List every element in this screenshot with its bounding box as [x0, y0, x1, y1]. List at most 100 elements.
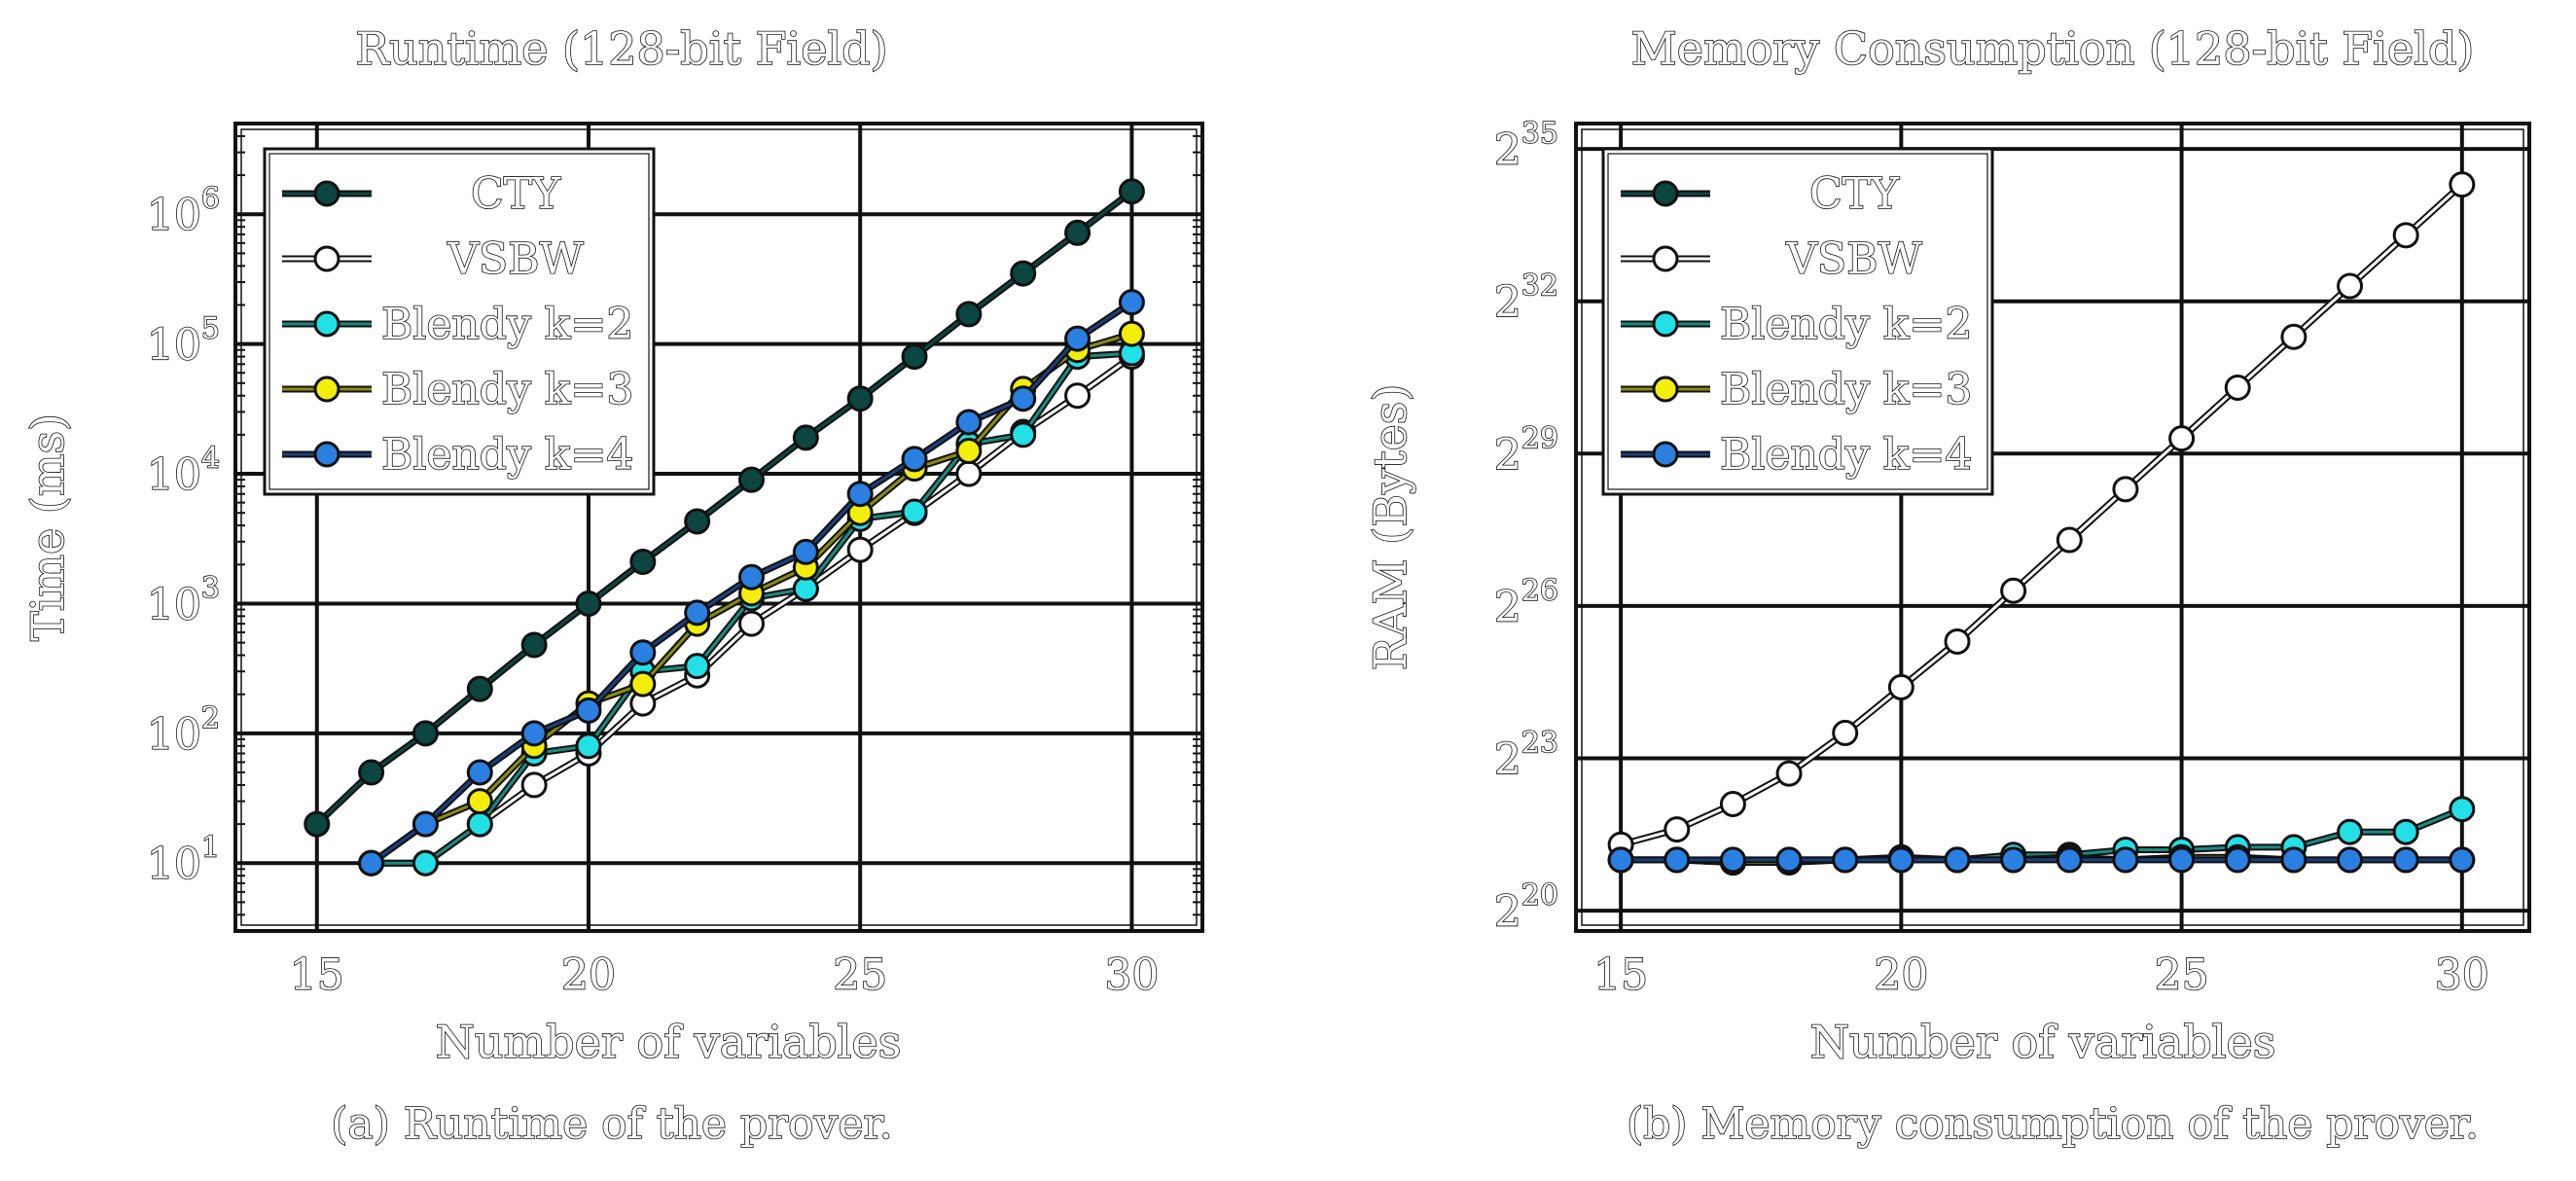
- data-point-cty: [846, 385, 874, 412]
- data-point-vsbw: [2337, 272, 2364, 300]
- chart-title: Memory Consumption (128-bit Field): [1631, 22, 2475, 75]
- data-point-blendy-k-3: [466, 788, 493, 815]
- tick-exponent: 5: [201, 312, 220, 346]
- x-axis-label: Number of variables: [436, 1016, 902, 1068]
- data-point-blendy-k-4: [575, 697, 602, 724]
- data-point-cty: [684, 508, 711, 535]
- data-point-blendy-k-4: [2056, 846, 2083, 874]
- figure-caption: (a) Runtime of the prover.: [331, 1099, 892, 1149]
- legend-label: VSBW: [447, 234, 584, 284]
- data-point-blendy-k-4: [901, 446, 928, 473]
- data-point-blendy-k-4: [1118, 289, 1145, 316]
- data-point-blendy-k-4: [1719, 846, 1746, 874]
- axes-frame-inner: [240, 128, 1198, 926]
- legend-label: Blendy k=4: [381, 430, 633, 480]
- data-point-cty: [520, 631, 548, 659]
- y-axis-label: Time (ms): [21, 413, 74, 641]
- legend-label: Blendy k=2: [381, 300, 633, 349]
- y-tick-label-20: 220: [1494, 878, 1558, 937]
- x-tick-label-20: 20: [561, 950, 616, 1000]
- legend-marker: [313, 310, 340, 338]
- y-tick-label-26: 226: [1494, 574, 1558, 632]
- y-tick-label-32: 232: [1494, 269, 1558, 328]
- data-point-vsbw: [2168, 425, 2196, 452]
- data-point-blendy-k-4: [1832, 846, 1859, 874]
- data-point-vsbw: [2280, 323, 2308, 350]
- tick-exponent: 35: [1521, 117, 1558, 151]
- data-point-blendy-k-4: [1887, 846, 1914, 874]
- x-tick-label-20: 20: [1874, 950, 1928, 1000]
- tick-exponent: 2: [201, 701, 220, 735]
- data-point-blendy-k-4: [629, 639, 657, 666]
- tick-exponent: 23: [1521, 727, 1558, 761]
- data-point-blendy-k-2: [901, 498, 928, 525]
- legend-item-blendy-k-4: Blendy k=4: [282, 429, 634, 481]
- series-line-cty: [315, 190, 1133, 826]
- x-tick-label-30: 30: [2435, 950, 2489, 1000]
- data-point-blendy-k-2: [575, 733, 602, 760]
- legend-item-blendy-k-2: Blendy k=2: [282, 299, 634, 350]
- tick-base: 10: [147, 840, 201, 889]
- tick-exponent: 29: [1521, 421, 1558, 455]
- data-point-blendy-k-3: [1118, 320, 1145, 347]
- data-point-cty: [411, 720, 439, 747]
- x-tick-label-30: 30: [1104, 950, 1159, 1000]
- series-cty: [304, 178, 1145, 838]
- x-axis-label: Number of variables: [1810, 1016, 2276, 1068]
- memory-chart: 15 20 25 30220223226229232235CTYVSBWBlendy …: [1363, 21, 2531, 1150]
- legend-label: Blendy k=3: [1720, 365, 1972, 414]
- legend-label: CTY: [471, 169, 561, 219]
- tick-exponent: 6: [201, 182, 220, 216]
- tick-base: 10: [147, 191, 201, 240]
- legend-item-cty: CTY: [282, 168, 562, 220]
- data-point-cty: [792, 424, 819, 451]
- y-tick-label-35: 235: [1494, 117, 1558, 175]
- tick-base: 2: [1494, 430, 1521, 480]
- data-point-cty: [575, 590, 602, 617]
- data-point-blendy-k-4: [1664, 846, 1691, 874]
- legend-marker: [1652, 310, 1679, 338]
- legend-item-blendy-k-4: Blendy k=4: [1621, 429, 1973, 481]
- data-point-blendy-k-4: [2449, 846, 2476, 874]
- data-point-blendy-k-2: [411, 849, 439, 877]
- data-point-vsbw: [2000, 577, 2027, 604]
- data-point-blendy-k-4: [2337, 846, 2364, 874]
- tick-base: 2: [1494, 125, 1521, 175]
- data-point-blendy-k-4: [846, 481, 874, 508]
- data-point-vsbw: [2112, 476, 2139, 503]
- data-point-blendy-k-4: [955, 409, 983, 436]
- data-point-vsbw: [1944, 627, 1971, 655]
- tick-exponent: 32: [1521, 269, 1558, 304]
- axes-frame: [233, 122, 1204, 933]
- legend-marker: [1652, 180, 1679, 207]
- tick-base: 2: [1494, 278, 1521, 328]
- data-point-blendy-k-2: [2449, 796, 2476, 823]
- legend-item-vsbw: VSBW: [282, 233, 585, 285]
- data-point-vsbw: [1832, 719, 1859, 746]
- data-point-cty: [1118, 178, 1145, 205]
- data-point-cty: [466, 675, 493, 702]
- data-point-vsbw: [2224, 374, 2251, 401]
- data-point-vsbw: [1664, 816, 1691, 843]
- data-point-blendy-k-4: [792, 538, 819, 565]
- legend-item-cty: CTY: [1621, 168, 1901, 220]
- tick-exponent: 26: [1521, 574, 1558, 608]
- data-point-blendy-k-4: [1010, 385, 1037, 412]
- data-point-blendy-k-3: [955, 438, 983, 465]
- data-point-blendy-k-4: [1944, 846, 1971, 874]
- data-point-blendy-k-2: [1010, 421, 1037, 448]
- data-point-blendy-k-2: [2337, 818, 2364, 845]
- series-line-vsbw: [1620, 183, 2463, 846]
- y-tick-label-6: 106: [147, 182, 220, 240]
- axes-frame: [1574, 122, 2531, 933]
- legend-marker: [313, 245, 340, 272]
- legend-marker: [1652, 245, 1679, 272]
- data-point-vsbw: [2056, 526, 2083, 554]
- data-point-blendy-k-4: [1607, 846, 1634, 874]
- data-point-blendy-k-4: [2000, 846, 2027, 874]
- data-point-vsbw: [520, 771, 548, 799]
- data-point-blendy-k-4: [466, 759, 493, 786]
- x-tick-label-25: 25: [833, 950, 887, 1000]
